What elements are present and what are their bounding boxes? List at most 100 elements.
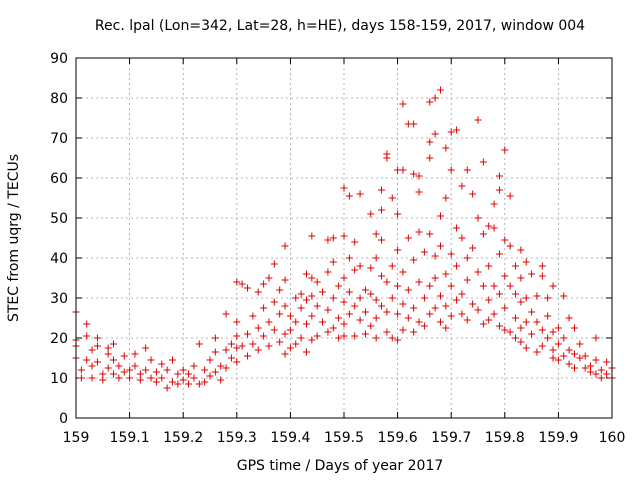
data-point xyxy=(463,316,471,324)
data-point xyxy=(394,282,402,290)
x-tick-label: 159.1 xyxy=(110,430,150,446)
data-point xyxy=(270,298,278,306)
data-points xyxy=(72,86,616,392)
data-point xyxy=(592,356,600,364)
x-tick-label: 159.4 xyxy=(270,430,310,446)
data-point xyxy=(356,262,364,270)
x-tick-label: 159.9 xyxy=(538,430,578,446)
data-point xyxy=(378,272,386,280)
data-point xyxy=(517,274,525,282)
data-point xyxy=(576,354,584,362)
data-point xyxy=(549,282,557,290)
data-point xyxy=(254,346,262,354)
data-point xyxy=(378,186,386,194)
x-tick-label: 159.6 xyxy=(378,430,418,446)
data-point xyxy=(120,368,128,376)
data-point xyxy=(415,188,423,196)
data-point xyxy=(431,304,439,312)
data-point xyxy=(544,312,552,320)
data-point xyxy=(431,274,439,282)
data-point xyxy=(372,230,380,238)
data-point xyxy=(447,166,455,174)
data-point xyxy=(93,334,101,342)
data-point xyxy=(324,328,332,336)
data-point xyxy=(281,302,289,310)
data-point xyxy=(538,262,546,270)
data-point xyxy=(110,356,118,364)
data-point xyxy=(190,374,198,382)
data-point xyxy=(131,362,139,370)
data-point xyxy=(324,236,332,244)
data-point xyxy=(211,368,219,376)
data-point xyxy=(447,128,455,136)
data-point xyxy=(168,378,176,386)
data-point xyxy=(329,234,337,242)
data-point xyxy=(115,362,123,370)
data-point xyxy=(479,282,487,290)
data-point xyxy=(495,250,503,258)
data-point xyxy=(93,358,101,366)
data-point xyxy=(217,362,225,370)
data-point xyxy=(356,190,364,198)
data-point xyxy=(394,310,402,318)
data-point xyxy=(554,356,562,364)
data-point xyxy=(560,292,568,300)
y-tick-label: 60 xyxy=(50,171,68,187)
data-point xyxy=(302,348,310,356)
data-point xyxy=(517,298,525,306)
tick-labels: 0 10 20 30 40 50 60 70 80 90 159 159.1 159.2 159.3 159… xyxy=(50,51,625,446)
data-point xyxy=(233,332,241,340)
data-point xyxy=(485,296,493,304)
data-point xyxy=(244,284,252,292)
data-point xyxy=(88,346,96,354)
data-point xyxy=(495,322,503,330)
data-point xyxy=(340,232,348,240)
data-point xyxy=(356,294,364,302)
data-point xyxy=(99,376,107,384)
data-point xyxy=(340,298,348,306)
data-point xyxy=(142,344,150,352)
data-point xyxy=(383,328,391,336)
data-point xyxy=(458,290,466,298)
data-point xyxy=(517,246,525,254)
data-point xyxy=(361,308,369,316)
data-point xyxy=(431,94,439,102)
data-point xyxy=(136,376,144,384)
data-point xyxy=(565,314,573,322)
data-point xyxy=(388,334,396,342)
y-tick-label: 80 xyxy=(50,91,68,107)
data-point xyxy=(244,330,252,338)
data-point xyxy=(351,302,359,310)
data-point xyxy=(120,352,128,360)
data-point xyxy=(372,314,380,322)
data-point xyxy=(474,214,482,222)
data-point xyxy=(447,312,455,320)
data-point xyxy=(565,360,573,368)
data-point xyxy=(442,302,450,310)
data-point xyxy=(463,276,471,284)
data-point xyxy=(270,326,278,334)
data-point xyxy=(447,250,455,258)
data-point xyxy=(399,166,407,174)
data-point xyxy=(453,262,461,270)
data-point xyxy=(399,100,407,108)
data-point xyxy=(383,308,391,316)
data-point xyxy=(286,312,294,320)
data-point xyxy=(324,268,332,276)
data-point xyxy=(410,170,418,178)
data-point xyxy=(426,154,434,162)
data-point xyxy=(281,350,289,358)
data-point xyxy=(195,380,203,388)
data-point xyxy=(554,324,562,332)
data-point xyxy=(581,352,589,360)
data-point xyxy=(410,328,418,336)
data-point xyxy=(227,340,235,348)
data-point xyxy=(190,362,198,370)
data-point xyxy=(404,314,412,322)
data-point xyxy=(394,246,402,254)
data-point xyxy=(442,194,450,202)
data-point xyxy=(570,364,578,372)
data-point xyxy=(168,356,176,364)
data-point xyxy=(474,116,482,124)
data-point xyxy=(501,326,509,334)
